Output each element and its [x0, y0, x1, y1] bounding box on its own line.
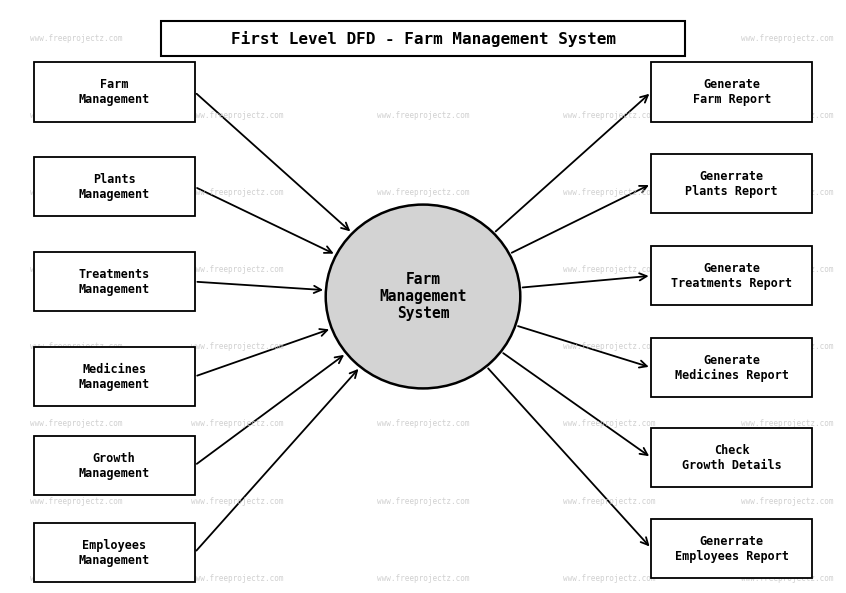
- Text: www.freeprojectz.com: www.freeprojectz.com: [376, 265, 470, 275]
- FancyBboxPatch shape: [651, 246, 812, 305]
- Text: www.freeprojectz.com: www.freeprojectz.com: [740, 419, 833, 429]
- Text: Growth
Management: Growth Management: [79, 451, 150, 480]
- FancyBboxPatch shape: [34, 523, 195, 582]
- Text: Generrate
Plants Report: Generrate Plants Report: [685, 170, 778, 198]
- Text: www.freeprojectz.com: www.freeprojectz.com: [30, 496, 123, 506]
- Text: Plants
Management: Plants Management: [79, 173, 150, 201]
- Text: Generate
Treatments Report: Generate Treatments Report: [671, 262, 793, 290]
- Text: Farm
Management
System: Farm Management System: [379, 272, 467, 321]
- Text: Treatments
Management: Treatments Management: [79, 267, 150, 296]
- Text: www.freeprojectz.com: www.freeprojectz.com: [190, 188, 283, 197]
- Text: www.freeprojectz.com: www.freeprojectz.com: [563, 34, 656, 43]
- FancyBboxPatch shape: [34, 252, 195, 311]
- Text: www.freeprojectz.com: www.freeprojectz.com: [740, 573, 833, 583]
- Text: www.freeprojectz.com: www.freeprojectz.com: [563, 111, 656, 120]
- Text: www.freeprojectz.com: www.freeprojectz.com: [376, 496, 470, 506]
- Text: Generate
Medicines Report: Generate Medicines Report: [675, 353, 788, 382]
- Text: www.freeprojectz.com: www.freeprojectz.com: [376, 342, 470, 352]
- FancyBboxPatch shape: [651, 62, 812, 122]
- Text: www.freeprojectz.com: www.freeprojectz.com: [376, 573, 470, 583]
- Text: www.freeprojectz.com: www.freeprojectz.com: [30, 342, 123, 352]
- Ellipse shape: [326, 205, 520, 388]
- Text: Farm
Management: Farm Management: [79, 78, 150, 106]
- Text: www.freeprojectz.com: www.freeprojectz.com: [190, 573, 283, 583]
- Text: www.freeprojectz.com: www.freeprojectz.com: [376, 111, 470, 120]
- FancyBboxPatch shape: [34, 436, 195, 495]
- FancyBboxPatch shape: [34, 157, 195, 216]
- Text: www.freeprojectz.com: www.freeprojectz.com: [190, 34, 283, 43]
- Text: Check
Growth Details: Check Growth Details: [682, 444, 782, 472]
- Text: Generate
Farm Report: Generate Farm Report: [693, 78, 771, 106]
- FancyBboxPatch shape: [34, 347, 195, 406]
- Text: www.freeprojectz.com: www.freeprojectz.com: [563, 188, 656, 197]
- FancyBboxPatch shape: [651, 154, 812, 213]
- Text: Generrate
Employees Report: Generrate Employees Report: [675, 534, 788, 563]
- FancyBboxPatch shape: [651, 338, 812, 397]
- Text: www.freeprojectz.com: www.freeprojectz.com: [190, 265, 283, 275]
- Text: www.freeprojectz.com: www.freeprojectz.com: [563, 265, 656, 275]
- Text: www.freeprojectz.com: www.freeprojectz.com: [190, 111, 283, 120]
- Text: Medicines
Management: Medicines Management: [79, 362, 150, 391]
- Text: www.freeprojectz.com: www.freeprojectz.com: [376, 188, 470, 197]
- Text: www.freeprojectz.com: www.freeprojectz.com: [740, 34, 833, 43]
- Text: www.freeprojectz.com: www.freeprojectz.com: [740, 265, 833, 275]
- Text: First Level DFD - Farm Management System: First Level DFD - Farm Management System: [230, 31, 616, 46]
- Text: www.freeprojectz.com: www.freeprojectz.com: [563, 496, 656, 506]
- Text: www.freeprojectz.com: www.freeprojectz.com: [30, 111, 123, 120]
- FancyBboxPatch shape: [651, 428, 812, 487]
- Text: www.freeprojectz.com: www.freeprojectz.com: [190, 496, 283, 506]
- Text: www.freeprojectz.com: www.freeprojectz.com: [30, 573, 123, 583]
- Text: www.freeprojectz.com: www.freeprojectz.com: [30, 34, 123, 43]
- Text: www.freeprojectz.com: www.freeprojectz.com: [30, 188, 123, 197]
- Text: www.freeprojectz.com: www.freeprojectz.com: [30, 419, 123, 429]
- FancyBboxPatch shape: [34, 62, 195, 122]
- Text: www.freeprojectz.com: www.freeprojectz.com: [740, 111, 833, 120]
- Text: www.freeprojectz.com: www.freeprojectz.com: [563, 419, 656, 429]
- Text: www.freeprojectz.com: www.freeprojectz.com: [563, 342, 656, 352]
- Text: www.freeprojectz.com: www.freeprojectz.com: [376, 419, 470, 429]
- Text: www.freeprojectz.com: www.freeprojectz.com: [376, 34, 470, 43]
- Text: www.freeprojectz.com: www.freeprojectz.com: [190, 419, 283, 429]
- Text: www.freeprojectz.com: www.freeprojectz.com: [563, 573, 656, 583]
- Text: www.freeprojectz.com: www.freeprojectz.com: [30, 265, 123, 275]
- Text: www.freeprojectz.com: www.freeprojectz.com: [740, 188, 833, 197]
- Text: www.freeprojectz.com: www.freeprojectz.com: [740, 496, 833, 506]
- FancyBboxPatch shape: [651, 519, 812, 578]
- Text: www.freeprojectz.com: www.freeprojectz.com: [190, 342, 283, 352]
- Text: www.freeprojectz.com: www.freeprojectz.com: [740, 342, 833, 352]
- FancyBboxPatch shape: [161, 21, 685, 56]
- Text: Employees
Management: Employees Management: [79, 538, 150, 567]
